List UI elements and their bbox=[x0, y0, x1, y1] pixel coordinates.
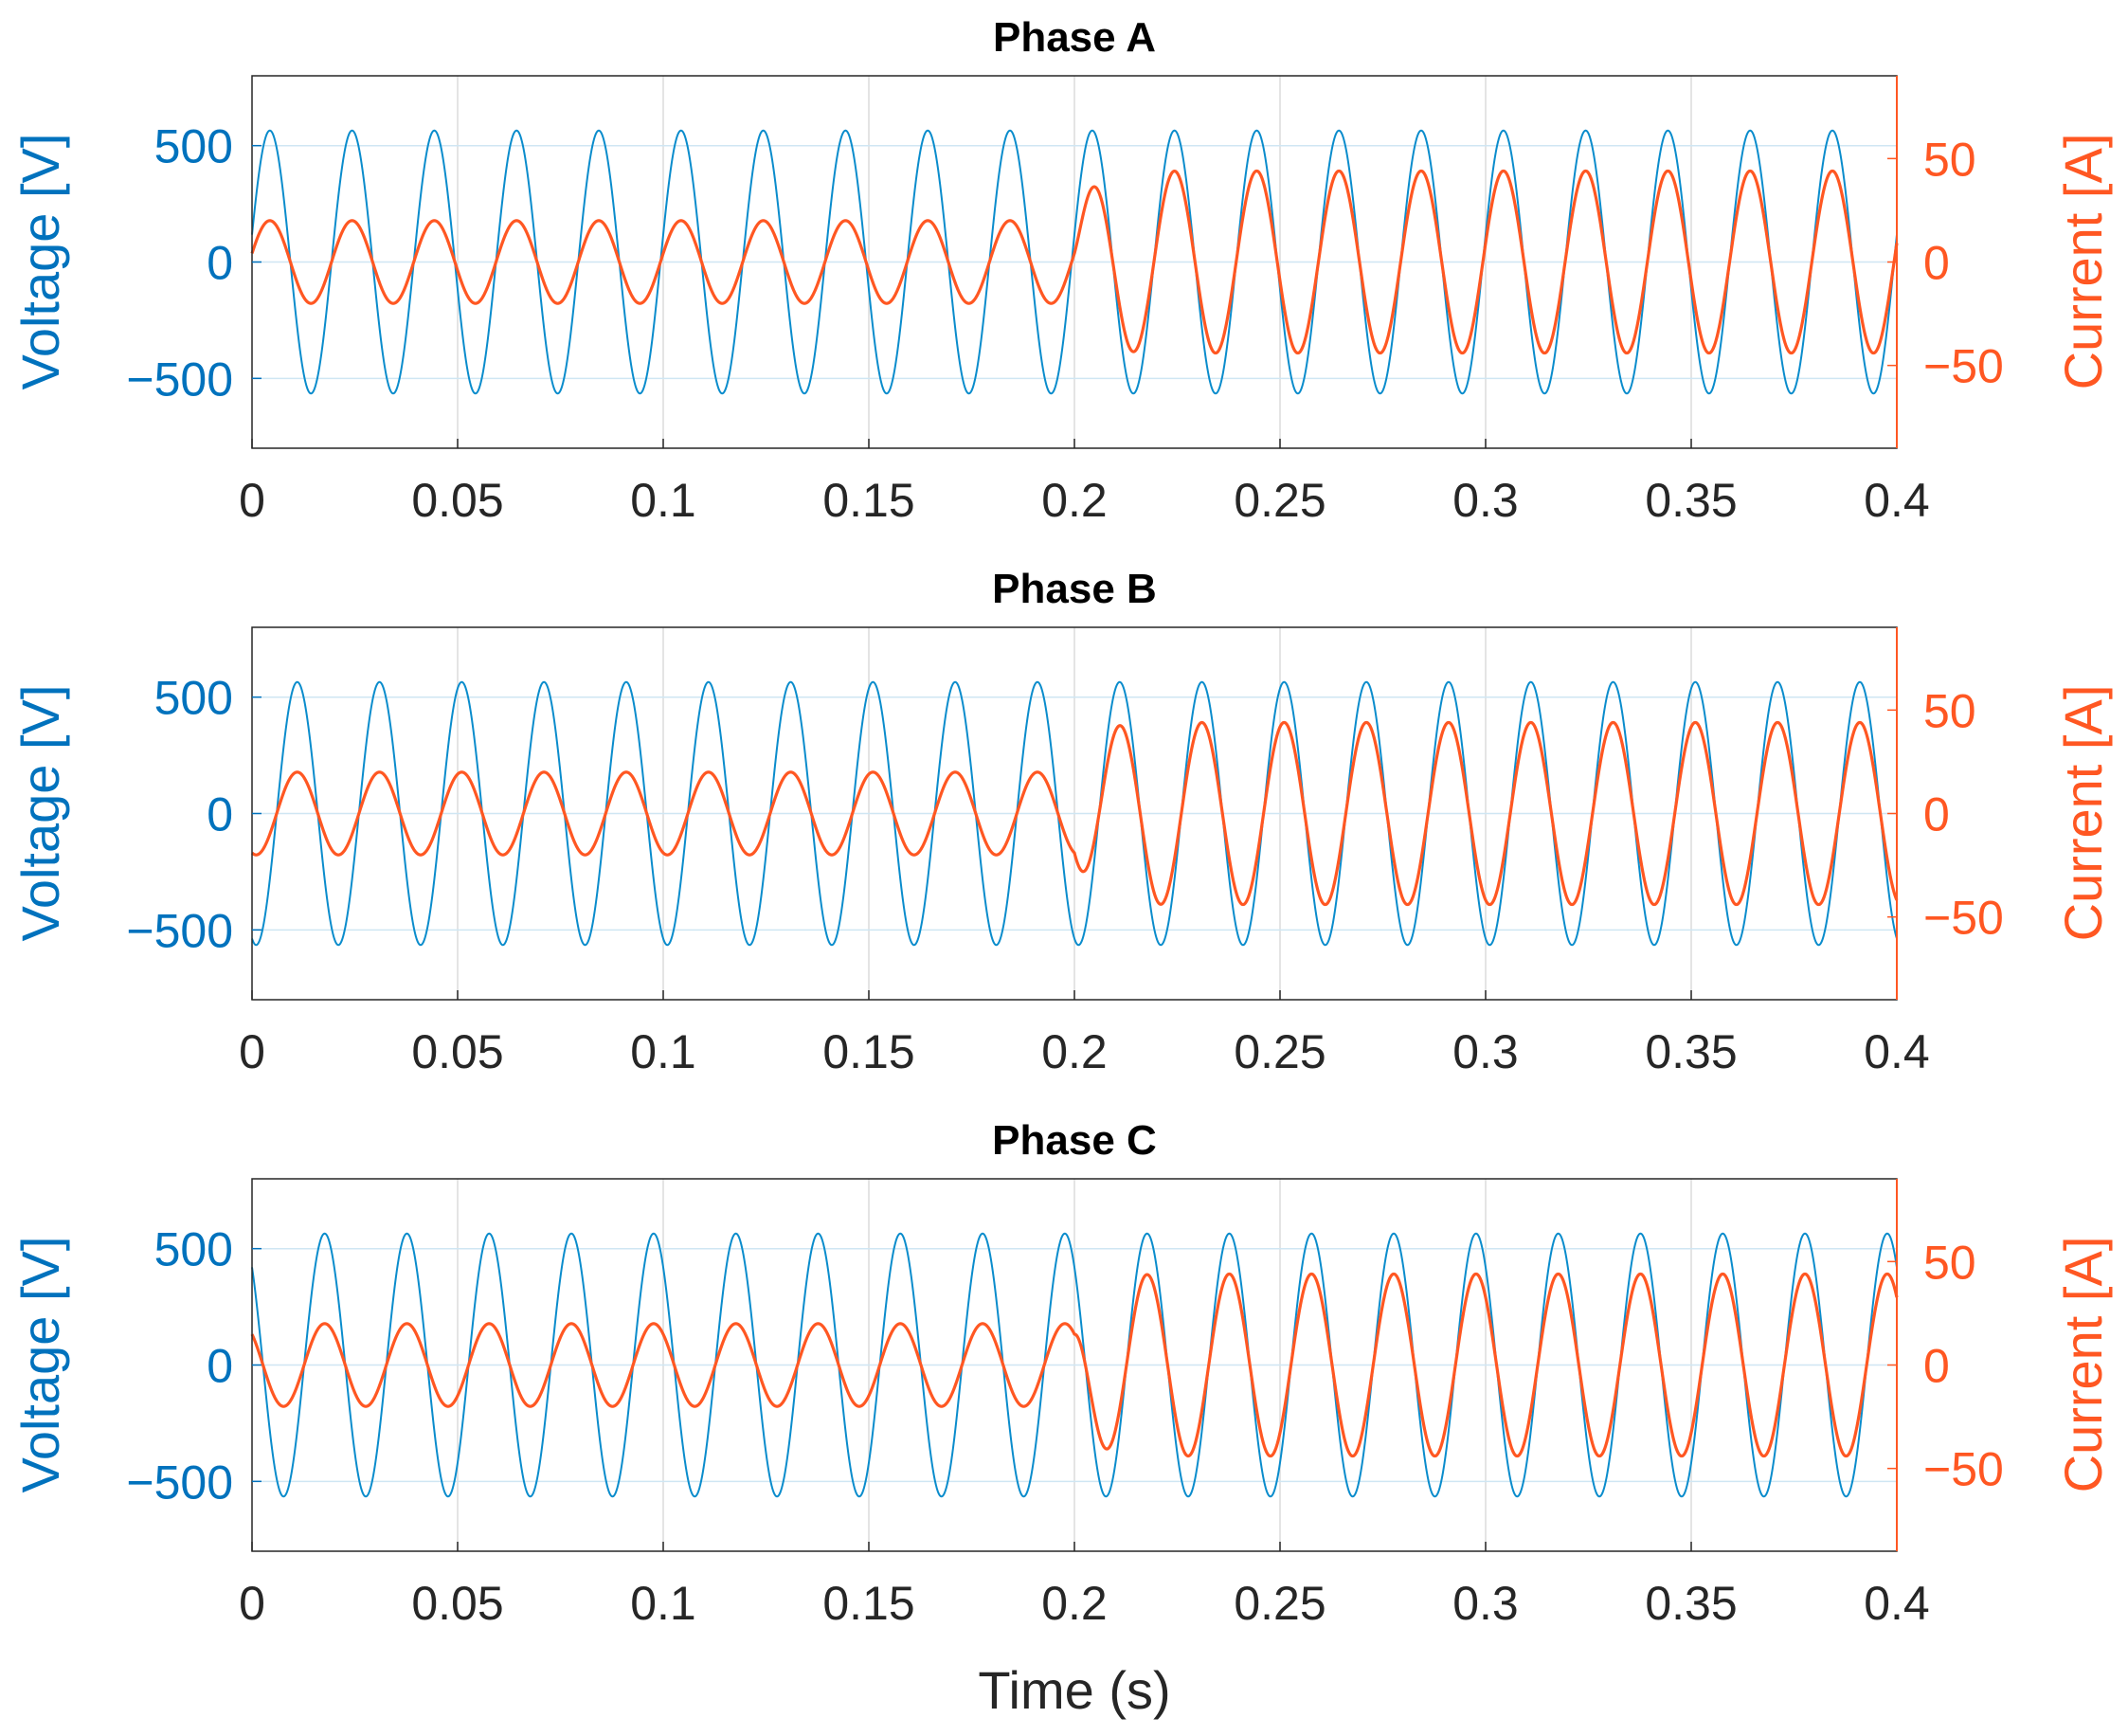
x-tick-label: 0.4 bbox=[1864, 1025, 1930, 1078]
x-tick-label: 0.15 bbox=[822, 1025, 914, 1078]
voltage-tick-label: 500 bbox=[154, 672, 233, 725]
x-tick-label: 0.2 bbox=[1041, 474, 1108, 527]
voltage-tick-label: −500 bbox=[126, 1456, 233, 1509]
current-axis-label: Current [A] bbox=[2053, 685, 2113, 942]
current-line bbox=[250, 169, 1899, 355]
voltage-axis-ticks: −500 0 500 bbox=[126, 120, 261, 406]
current-line bbox=[250, 720, 1899, 907]
x-tick-label: 0.05 bbox=[411, 1025, 503, 1078]
x-tick-labels: 0 0.05 0.1 0.15 0.2 0.25 0.3 0.35 0.4 bbox=[239, 1542, 1930, 1630]
voltage-line bbox=[251, 680, 1898, 947]
x-tick-label: 0.15 bbox=[822, 474, 914, 527]
x-tick-label: 0.4 bbox=[1864, 474, 1930, 527]
x-tick-label: 0 bbox=[239, 1025, 265, 1078]
voltage-tick-label: −500 bbox=[126, 353, 233, 406]
voltage-tick-label: 0 bbox=[207, 237, 233, 290]
current-tick-label: −50 bbox=[1923, 340, 2004, 393]
current-tick-label: 0 bbox=[1923, 1340, 1950, 1393]
panel-title: Phase C bbox=[992, 1117, 1157, 1164]
current-axis-label: Current [A] bbox=[2053, 134, 2113, 390]
current-series bbox=[250, 720, 1899, 907]
x-tick-label: 0.1 bbox=[630, 474, 696, 527]
x-tick-labels: 0 0.05 0.1 0.15 0.2 0.25 0.3 0.35 0.4 bbox=[239, 439, 1930, 527]
panel-phase-a: Phase A 0 0.05 0.1 0.15 0.2 0.25 0.3 0.35 0.4 −5… bbox=[10, 14, 2113, 527]
x-tick-label: 0.15 bbox=[822, 1577, 914, 1630]
voltage-axis-ticks: −500 0 500 bbox=[126, 672, 261, 957]
x-axis-label: Time (s) bbox=[978, 1660, 1170, 1720]
voltage-tick-label: 500 bbox=[154, 120, 233, 173]
current-axis-ticks: −50 0 50 bbox=[1887, 1179, 2004, 1551]
x-tick-label: 0.05 bbox=[411, 1577, 503, 1630]
current-tick-label: 0 bbox=[1923, 237, 1950, 290]
x-tick-label: 0.25 bbox=[1234, 1577, 1325, 1630]
x-tick-label: 0.4 bbox=[1864, 1577, 1930, 1630]
current-tick-label: 50 bbox=[1923, 133, 1976, 186]
x-tick-label: 0.2 bbox=[1041, 1025, 1108, 1078]
panel-phase-c: Phase C 0 0.05 0.1 0.15 0.2 0.25 0.3 0.35 0.4 −5… bbox=[10, 1117, 2113, 1630]
grid bbox=[252, 1179, 1897, 1551]
voltage-tick-label: 500 bbox=[154, 1223, 233, 1276]
x-tick-label: 0.35 bbox=[1645, 1577, 1737, 1630]
x-tick-label: 0.3 bbox=[1452, 1025, 1519, 1078]
current-series bbox=[250, 169, 1899, 355]
panel-title: Phase A bbox=[993, 14, 1156, 61]
x-tick-label: 0.3 bbox=[1452, 474, 1519, 527]
current-axis-label: Current [A] bbox=[2053, 1237, 2113, 1493]
x-tick-label: 0.3 bbox=[1452, 1577, 1519, 1630]
grid bbox=[252, 76, 1897, 448]
current-tick-label: 0 bbox=[1923, 788, 1950, 841]
voltage-axis-label: Voltage [V] bbox=[10, 1237, 70, 1493]
x-tick-label: 0 bbox=[239, 474, 265, 527]
x-tick-label: 0.05 bbox=[411, 474, 503, 527]
voltage-series bbox=[251, 680, 1898, 947]
current-line bbox=[250, 1272, 1899, 1458]
current-axis-ticks: −50 0 50 bbox=[1887, 627, 2004, 1000]
x-tick-label: 0.35 bbox=[1645, 1025, 1737, 1078]
x-tick-label: 0.1 bbox=[630, 1025, 696, 1078]
x-tick-labels: 0 0.05 0.1 0.15 0.2 0.25 0.3 0.35 0.4 bbox=[239, 990, 1930, 1078]
voltage-line bbox=[251, 129, 1898, 395]
x-tick-label: 0 bbox=[239, 1577, 265, 1630]
x-tick-label: 0.2 bbox=[1041, 1577, 1108, 1630]
current-tick-label: −50 bbox=[1923, 1443, 2004, 1496]
x-tick-label: 0.25 bbox=[1234, 1025, 1325, 1078]
x-tick-label: 0.25 bbox=[1234, 474, 1325, 527]
voltage-axis-label: Voltage [V] bbox=[10, 134, 70, 390]
panel-title: Phase B bbox=[992, 566, 1157, 612]
current-tick-label: 50 bbox=[1923, 684, 1976, 737]
voltage-axis-ticks: −500 0 500 bbox=[126, 1223, 261, 1509]
grid bbox=[252, 627, 1897, 1000]
voltage-tick-label: 0 bbox=[207, 1340, 233, 1393]
voltage-axis-label: Voltage [V] bbox=[10, 685, 70, 942]
voltage-tick-label: −500 bbox=[126, 904, 233, 957]
current-series bbox=[250, 1272, 1899, 1458]
current-tick-label: −50 bbox=[1923, 892, 2004, 945]
x-tick-label: 0.35 bbox=[1645, 474, 1737, 527]
current-axis-ticks: −50 0 50 bbox=[1887, 76, 2004, 448]
voltage-series bbox=[251, 129, 1898, 395]
voltage-tick-label: 0 bbox=[207, 788, 233, 841]
x-tick-label: 0.1 bbox=[630, 1577, 696, 1630]
panel-phase-b: Phase B 0 0.05 0.1 0.15 0.2 0.25 0.3 0.35 0.4 −5… bbox=[10, 566, 2113, 1078]
current-tick-label: 50 bbox=[1923, 1236, 1976, 1289]
